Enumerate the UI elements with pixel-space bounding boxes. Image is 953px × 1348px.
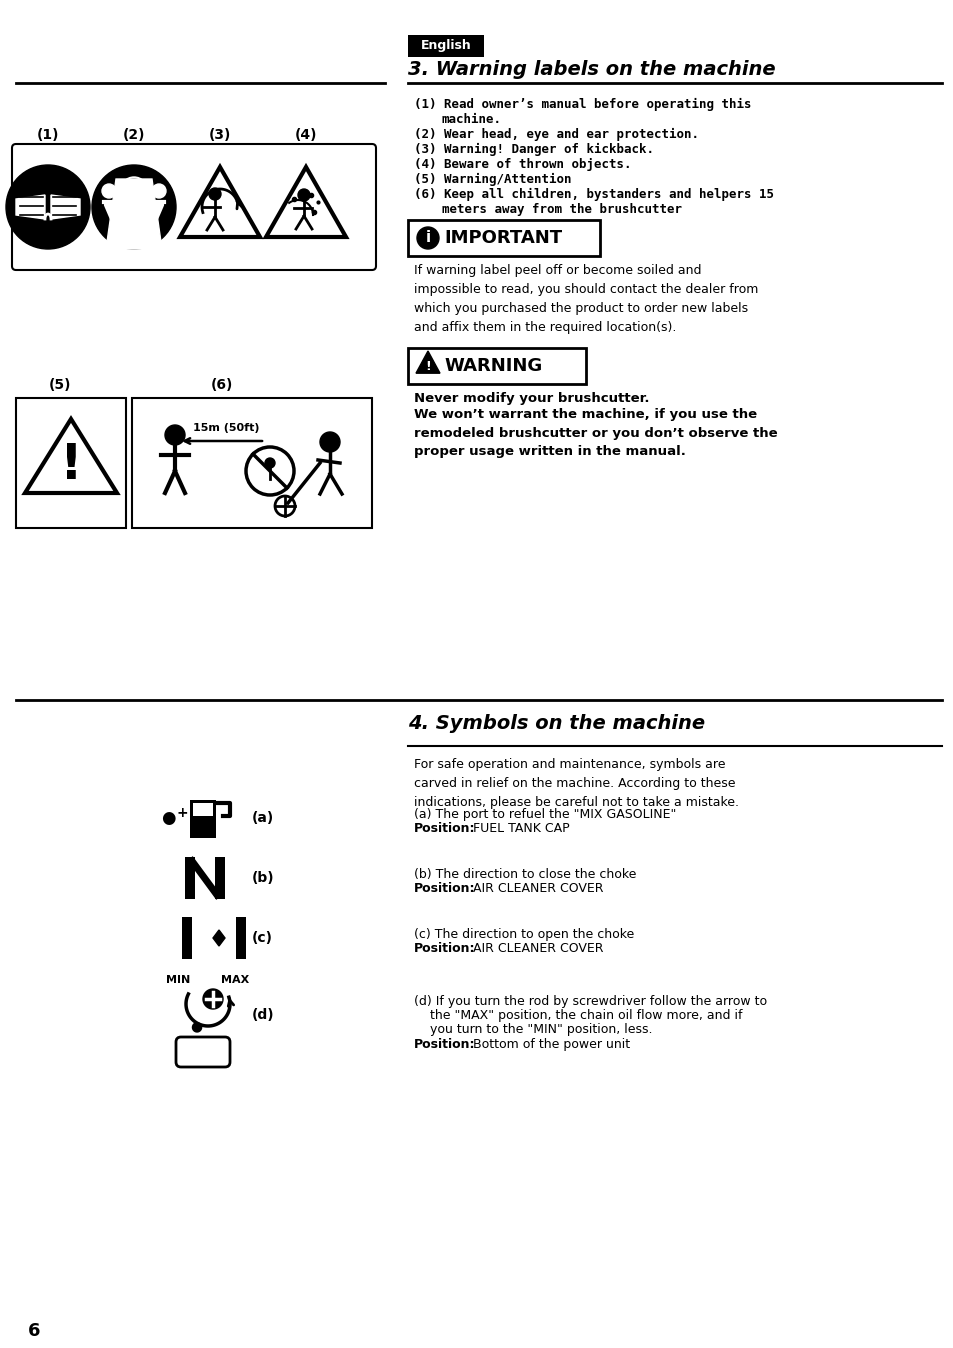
Text: i: i — [425, 229, 430, 244]
Text: (4) Beware of thrown objects.: (4) Beware of thrown objects. — [414, 158, 631, 171]
Text: ●: ● — [161, 809, 175, 828]
FancyBboxPatch shape — [12, 144, 375, 270]
Bar — [182, 917, 192, 958]
Text: (1): (1) — [37, 128, 59, 142]
Text: Bottom of the power unit: Bottom of the power unit — [469, 1038, 630, 1051]
Text: WARNING: WARNING — [443, 357, 541, 375]
Circle shape — [297, 189, 310, 201]
Bar — [132, 398, 372, 528]
Text: (5): (5) — [49, 377, 71, 392]
Polygon shape — [106, 179, 162, 249]
Text: the "MAX" position, the chain oil flow more, and if: the "MAX" position, the chain oil flow m… — [414, 1010, 741, 1022]
Polygon shape — [51, 195, 80, 218]
Text: (6) Keep all children, bystanders and helpers 15: (6) Keep all children, bystanders and he… — [414, 187, 773, 201]
Text: (b) The direction to close the choke: (b) The direction to close the choke — [414, 868, 636, 882]
Text: MAX: MAX — [221, 975, 249, 985]
FancyBboxPatch shape — [175, 1037, 230, 1068]
Bar — [408, 348, 585, 384]
Text: For safe operation and maintenance, symbols are
carved in relief on the machine.: For safe operation and maintenance, symb… — [414, 758, 739, 809]
Text: (1) Read owner’s manual before operating this: (1) Read owner’s manual before operating… — [414, 98, 751, 111]
Text: (3) Warning! Danger of kickback.: (3) Warning! Danger of kickback. — [414, 143, 654, 156]
Circle shape — [203, 989, 223, 1010]
Circle shape — [120, 177, 148, 205]
FancyBboxPatch shape — [136, 186, 149, 197]
Text: MIN: MIN — [166, 975, 190, 985]
Polygon shape — [106, 202, 162, 229]
Text: !: ! — [59, 441, 82, 489]
Text: Never modify your brushcutter.: Never modify your brushcutter. — [414, 392, 649, 404]
Circle shape — [6, 164, 90, 249]
Bar — [16, 398, 126, 528]
Bar — [408, 35, 483, 57]
Circle shape — [319, 431, 339, 452]
Circle shape — [210, 1045, 224, 1060]
Text: English: English — [420, 39, 471, 53]
FancyBboxPatch shape — [119, 186, 132, 197]
Text: (3): (3) — [209, 128, 231, 142]
Text: 3. Warning labels on the machine: 3. Warning labels on the machine — [408, 61, 775, 80]
Text: meters away from the brushcutter: meters away from the brushcutter — [441, 204, 681, 216]
Circle shape — [102, 183, 116, 198]
Text: Position:: Position: — [414, 882, 475, 895]
Text: (2): (2) — [123, 128, 145, 142]
Circle shape — [91, 164, 175, 249]
Bar — [193, 803, 213, 816]
Circle shape — [416, 226, 438, 249]
Text: 6: 6 — [28, 1322, 40, 1340]
Circle shape — [165, 425, 185, 445]
Text: (c) The direction to open the choke: (c) The direction to open the choke — [414, 927, 634, 941]
Text: Position:: Position: — [414, 822, 475, 834]
Text: (2) Wear head, eye and ear protection.: (2) Wear head, eye and ear protection. — [414, 128, 699, 142]
Text: FUEL TANK CAP: FUEL TANK CAP — [469, 822, 569, 834]
Circle shape — [182, 1045, 195, 1060]
Circle shape — [265, 458, 274, 468]
Text: (a) The port to refuel the "MIX GASOLINE": (a) The port to refuel the "MIX GASOLINE… — [414, 807, 676, 821]
Text: (d) If you turn the rod by screwdriver follow the arrow to: (d) If you turn the rod by screwdriver f… — [414, 995, 766, 1008]
Text: +: + — [176, 806, 188, 820]
Circle shape — [152, 183, 166, 198]
Circle shape — [209, 187, 221, 200]
Text: IMPORTANT: IMPORTANT — [443, 229, 561, 247]
Bar — [235, 917, 246, 958]
Bar — [185, 857, 194, 899]
Text: (b): (b) — [252, 871, 274, 886]
Bar — [190, 799, 215, 838]
Text: If warning label peel off or become soiled and
impossible to read, you should co: If warning label peel off or become soil… — [414, 264, 758, 334]
Text: (4): (4) — [294, 128, 317, 142]
Text: Position:: Position: — [414, 1038, 475, 1051]
Polygon shape — [16, 195, 45, 218]
Text: 4. Symbols on the machine: 4. Symbols on the machine — [408, 714, 704, 733]
Text: ●: ● — [190, 1019, 202, 1033]
Text: (d): (d) — [252, 1008, 274, 1022]
Circle shape — [122, 179, 146, 204]
Text: AIR CLEANER COVER: AIR CLEANER COVER — [469, 882, 603, 895]
Bar — [214, 857, 225, 899]
Text: AIR CLEANER COVER: AIR CLEANER COVER — [469, 942, 603, 954]
Text: machine.: machine. — [441, 113, 501, 125]
Polygon shape — [416, 350, 439, 373]
Text: !: ! — [425, 360, 431, 372]
Bar — [408, 220, 599, 256]
Text: 15m (50ft): 15m (50ft) — [193, 423, 259, 433]
Text: Position:: Position: — [414, 942, 475, 954]
Text: (c): (c) — [252, 931, 273, 945]
Text: (5) Warning/Attention: (5) Warning/Attention — [414, 173, 571, 186]
Text: (6): (6) — [211, 377, 233, 392]
Text: (a): (a) — [252, 811, 274, 825]
Text: you turn to the "MIN" position, less.: you turn to the "MIN" position, less. — [414, 1023, 652, 1037]
Polygon shape — [213, 930, 225, 946]
Text: We won’t warrant the machine, if you use the
remodeled brushcutter or you don’t : We won’t warrant the machine, if you use… — [414, 408, 777, 458]
